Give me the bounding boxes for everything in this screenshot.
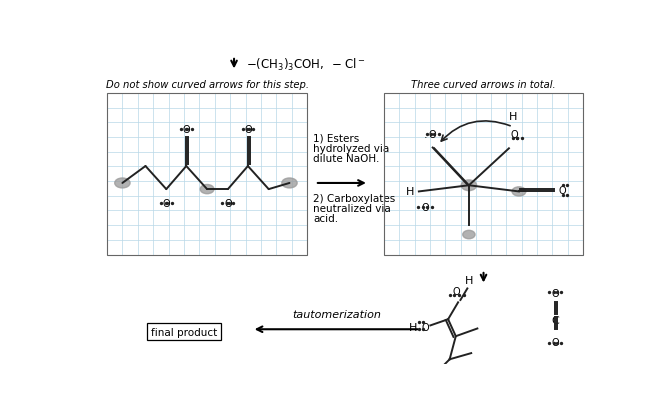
Text: O: O <box>511 130 518 140</box>
Text: $-$(CH$_3$)$_3$COH$,\ -$Cl$^-$: $-$(CH$_3$)$_3$COH$,\ -$Cl$^-$ <box>245 56 365 72</box>
Bar <box>107 94 307 255</box>
Text: O: O <box>421 322 429 332</box>
Text: H: H <box>405 187 414 197</box>
Ellipse shape <box>200 185 214 194</box>
Text: O: O <box>551 289 559 299</box>
Text: 2) Carboxylates: 2) Carboxylates <box>313 193 395 203</box>
Text: final product: final product <box>151 327 217 337</box>
Ellipse shape <box>463 231 475 239</box>
Ellipse shape <box>461 180 476 191</box>
Ellipse shape <box>282 178 297 189</box>
Text: hydrolyzed via: hydrolyzed via <box>313 144 390 153</box>
Text: O: O <box>421 203 429 213</box>
Text: H: H <box>465 275 473 285</box>
Text: H: H <box>409 322 418 332</box>
Text: O: O <box>551 337 559 347</box>
Text: dilute NaOH.: dilute NaOH. <box>313 153 380 164</box>
Ellipse shape <box>114 178 130 189</box>
Text: O: O <box>453 286 461 297</box>
Text: O: O <box>559 185 567 196</box>
Text: acid.: acid. <box>313 213 338 223</box>
Bar <box>384 94 583 255</box>
Text: O: O <box>244 125 252 135</box>
Text: ·: · <box>424 133 428 143</box>
Text: O: O <box>182 125 190 135</box>
Text: C: C <box>551 315 559 325</box>
Text: H: H <box>509 112 517 122</box>
Bar <box>147 323 220 340</box>
Text: neutralized via: neutralized via <box>313 203 391 213</box>
Text: 1) Esters: 1) Esters <box>313 134 360 144</box>
Ellipse shape <box>512 187 526 197</box>
Text: tautomerization: tautomerization <box>292 310 381 319</box>
Text: Three curved arrows in total.: Three curved arrows in total. <box>411 80 556 90</box>
Text: O: O <box>163 199 170 209</box>
Text: Do not show curved arrows for this step.: Do not show curved arrows for this step. <box>105 80 309 90</box>
Text: O: O <box>429 130 436 140</box>
Text: O: O <box>224 199 232 209</box>
